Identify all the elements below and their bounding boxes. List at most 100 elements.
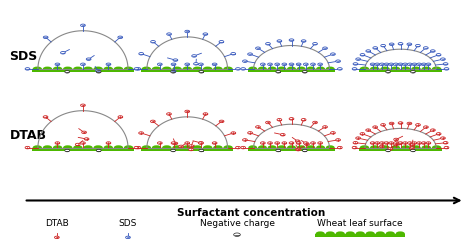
Circle shape (185, 110, 190, 113)
Circle shape (189, 145, 193, 147)
Circle shape (336, 60, 340, 62)
Ellipse shape (287, 145, 296, 150)
Circle shape (388, 148, 392, 150)
Ellipse shape (432, 145, 441, 150)
Ellipse shape (268, 67, 277, 71)
Ellipse shape (53, 67, 62, 71)
Circle shape (55, 236, 59, 239)
Circle shape (444, 146, 449, 149)
Circle shape (277, 40, 282, 42)
Circle shape (323, 126, 328, 128)
Circle shape (199, 63, 203, 65)
Circle shape (81, 104, 85, 107)
Ellipse shape (142, 145, 151, 150)
Circle shape (394, 138, 399, 141)
Ellipse shape (83, 67, 93, 71)
Circle shape (179, 145, 183, 148)
Circle shape (139, 52, 144, 55)
Circle shape (96, 71, 101, 73)
Circle shape (410, 71, 415, 73)
Ellipse shape (173, 67, 182, 71)
Circle shape (199, 71, 204, 73)
Circle shape (393, 142, 398, 144)
Ellipse shape (396, 231, 405, 236)
Circle shape (403, 142, 408, 144)
Circle shape (134, 68, 139, 70)
Ellipse shape (380, 67, 390, 71)
Circle shape (296, 63, 301, 65)
Circle shape (43, 116, 48, 118)
Circle shape (151, 41, 155, 43)
Circle shape (75, 143, 80, 146)
Circle shape (276, 149, 281, 152)
Circle shape (430, 50, 435, 52)
Bar (248, 69, 335, 72)
Circle shape (171, 63, 176, 65)
Circle shape (268, 63, 273, 65)
Circle shape (199, 142, 203, 144)
Circle shape (185, 30, 190, 33)
Circle shape (171, 71, 175, 73)
Circle shape (84, 138, 89, 140)
Circle shape (421, 142, 426, 144)
Circle shape (412, 63, 417, 65)
Circle shape (353, 141, 358, 144)
Circle shape (282, 142, 287, 144)
Circle shape (268, 142, 273, 144)
Circle shape (360, 54, 365, 56)
Circle shape (276, 71, 281, 73)
Circle shape (261, 63, 265, 65)
Ellipse shape (346, 231, 355, 236)
Ellipse shape (316, 231, 325, 236)
Circle shape (231, 52, 236, 55)
Circle shape (296, 148, 301, 151)
Circle shape (366, 129, 371, 131)
Circle shape (384, 142, 389, 144)
Ellipse shape (386, 231, 395, 236)
Circle shape (118, 36, 123, 39)
Ellipse shape (306, 145, 315, 150)
Circle shape (106, 142, 111, 144)
Ellipse shape (33, 145, 42, 150)
Circle shape (203, 33, 208, 35)
Ellipse shape (268, 145, 277, 150)
Ellipse shape (258, 145, 267, 150)
Ellipse shape (336, 231, 345, 236)
Circle shape (255, 47, 260, 49)
Ellipse shape (114, 67, 123, 71)
Ellipse shape (360, 145, 369, 150)
Ellipse shape (287, 67, 296, 71)
Ellipse shape (124, 145, 133, 150)
Circle shape (310, 142, 315, 144)
Circle shape (386, 149, 391, 152)
Circle shape (426, 63, 431, 65)
Bar (359, 69, 442, 72)
Circle shape (394, 143, 399, 146)
Ellipse shape (213, 67, 223, 71)
Circle shape (423, 47, 428, 49)
Circle shape (261, 142, 265, 144)
Circle shape (136, 146, 141, 149)
Ellipse shape (356, 231, 365, 236)
Ellipse shape (421, 145, 431, 150)
Bar (32, 69, 134, 72)
Circle shape (443, 63, 448, 65)
Circle shape (407, 122, 412, 125)
Bar (315, 234, 405, 237)
Circle shape (318, 63, 322, 65)
Ellipse shape (63, 67, 73, 71)
Circle shape (295, 140, 300, 142)
Circle shape (426, 142, 431, 144)
Circle shape (398, 43, 403, 45)
Ellipse shape (360, 67, 369, 71)
Circle shape (381, 45, 385, 47)
Ellipse shape (182, 67, 192, 71)
Circle shape (243, 60, 247, 62)
Ellipse shape (203, 67, 212, 71)
Bar (141, 148, 233, 151)
Bar (141, 69, 233, 72)
Ellipse shape (277, 145, 286, 150)
Text: Negative charge: Negative charge (200, 218, 274, 228)
Circle shape (384, 63, 389, 65)
Ellipse shape (182, 145, 192, 150)
